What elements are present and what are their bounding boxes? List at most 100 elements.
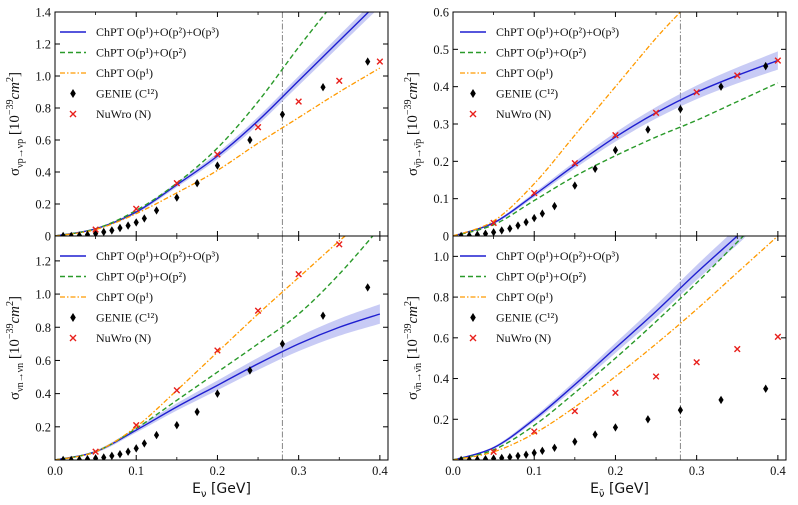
genie-point	[214, 161, 221, 170]
legend-label-4: GENIE (C¹²)	[96, 87, 158, 101]
genie-point	[247, 135, 253, 145]
y-tick-label: 0.4	[35, 387, 51, 401]
nuwro-point	[612, 131, 619, 139]
nuwro-point	[571, 159, 579, 167]
genie-point	[141, 214, 147, 223]
y-tick-label: 0.6	[433, 331, 449, 345]
genie-point	[645, 125, 651, 134]
legend-label-2: ChPT O(p¹)+O(p²)	[496, 270, 586, 284]
genie-point	[523, 450, 529, 459]
y-tick-label: 0.5	[433, 43, 449, 57]
nuwro-point	[295, 270, 302, 278]
genie-point	[482, 229, 489, 236]
nuwro-point	[733, 72, 741, 79]
genie-point	[60, 231, 66, 236]
genie-point	[84, 230, 91, 236]
nuwro-point	[295, 98, 302, 105]
series-line-3	[453, 236, 779, 460]
legend-swatch-genie	[470, 89, 476, 98]
genie-point	[365, 57, 371, 66]
genie-point	[133, 444, 139, 453]
legend-label-4: GENIE (C¹²)	[496, 311, 558, 325]
y-axis-label: σνp→νp [10−39cm2]	[5, 72, 26, 176]
series-line-2	[453, 236, 745, 460]
y-tick-label: 1.4	[35, 6, 51, 20]
x-tick-label: 0.3	[291, 464, 307, 478]
y-tick-label: 0.2	[433, 155, 449, 169]
y-tick-label: 0.6	[35, 354, 51, 368]
genie-point	[531, 213, 537, 223]
genie-point	[458, 231, 464, 236]
legend-label-2: ChPT O(p¹)+O(p²)	[96, 270, 186, 284]
y-tick-label: 0.4	[35, 166, 51, 180]
genie-point	[194, 179, 200, 188]
genie-point	[572, 181, 578, 190]
y-tick-label: 0.4	[433, 80, 449, 94]
genie-point	[458, 455, 464, 460]
nuwro-point	[254, 123, 262, 131]
genie-point	[141, 439, 147, 448]
genie-point	[499, 453, 505, 460]
x-tick-label: 0.3	[689, 464, 705, 478]
genie-point	[677, 405, 684, 415]
genie-point	[523, 217, 529, 227]
genie-point	[247, 366, 253, 375]
genie-point	[109, 226, 115, 235]
genie-point	[718, 82, 724, 91]
plot-content	[453, 236, 782, 460]
y-tick-label: 0	[443, 230, 449, 244]
genie-point	[93, 229, 99, 236]
y-tick-label: 0.6	[35, 134, 51, 148]
nuwro-point	[571, 407, 579, 415]
y-tick-label: 0.8	[35, 102, 51, 116]
genie-point	[109, 451, 115, 460]
genie-point	[491, 228, 497, 236]
x-tick-label: 0.0	[445, 464, 461, 478]
nuwro-point	[335, 77, 343, 85]
genie-point	[645, 415, 651, 424]
uncertainty-band	[453, 236, 746, 460]
genie-point	[174, 193, 180, 202]
plot-frame	[54, 235, 389, 461]
nuwro-point	[490, 448, 497, 456]
legend-label-5: NuWro (N)	[496, 331, 551, 345]
genie-point	[194, 407, 200, 417]
x-tick-label: 0.4	[770, 464, 786, 478]
genie-point	[279, 110, 286, 119]
x-axis-label: Eν [GeV]	[192, 481, 251, 500]
genie-point	[763, 61, 769, 71]
nuwro-point	[652, 109, 660, 117]
genie-point	[125, 221, 131, 230]
genie-point	[84, 454, 91, 460]
panel-bottom-right: 0.0 0.1 0.2 0.3 0.4 0.2 0.4 0.6 0.8 1.0 σν̄n→ν̄n […	[403, 235, 787, 500]
x-tick-label: 0.2	[608, 464, 624, 478]
legend-label-2: ChPT O(p¹)+O(p²)	[96, 46, 186, 60]
nuwro-point	[132, 205, 140, 213]
plot-content	[55, 236, 381, 460]
nuwro-point	[530, 428, 538, 435]
nuwro-point	[774, 333, 782, 341]
genie-point	[76, 455, 82, 460]
uncertainty-band	[55, 12, 375, 236]
legend-swatch-nuwro	[469, 334, 477, 342]
x-tick-label: 0.2	[210, 464, 226, 478]
genie-point	[133, 218, 139, 227]
y-tick-label: 0.8	[35, 321, 51, 335]
genie-point	[515, 451, 521, 460]
nuwro-point	[612, 389, 619, 397]
legend-label-4: GENIE (C¹²)	[96, 311, 158, 325]
legend-label-3: ChPT O(p¹)	[496, 66, 553, 80]
x-tick-label: 0.1	[526, 464, 542, 478]
panel-top-left: 0 0.2 0.4 0.6 0.8 1.0 1.2 1.4 σνp→νp [10−39cm2] C…	[5, 6, 389, 244]
genie-point	[507, 452, 513, 460]
genie-point	[612, 145, 619, 155]
genie-point	[539, 209, 545, 218]
genie-point	[551, 443, 558, 452]
genie-point	[718, 395, 724, 405]
series-line-3	[55, 67, 381, 236]
genie-point	[612, 423, 619, 432]
nuwro-point	[733, 345, 741, 353]
nuwro-point	[693, 358, 700, 366]
y-tick-label: 0.4	[433, 372, 449, 386]
